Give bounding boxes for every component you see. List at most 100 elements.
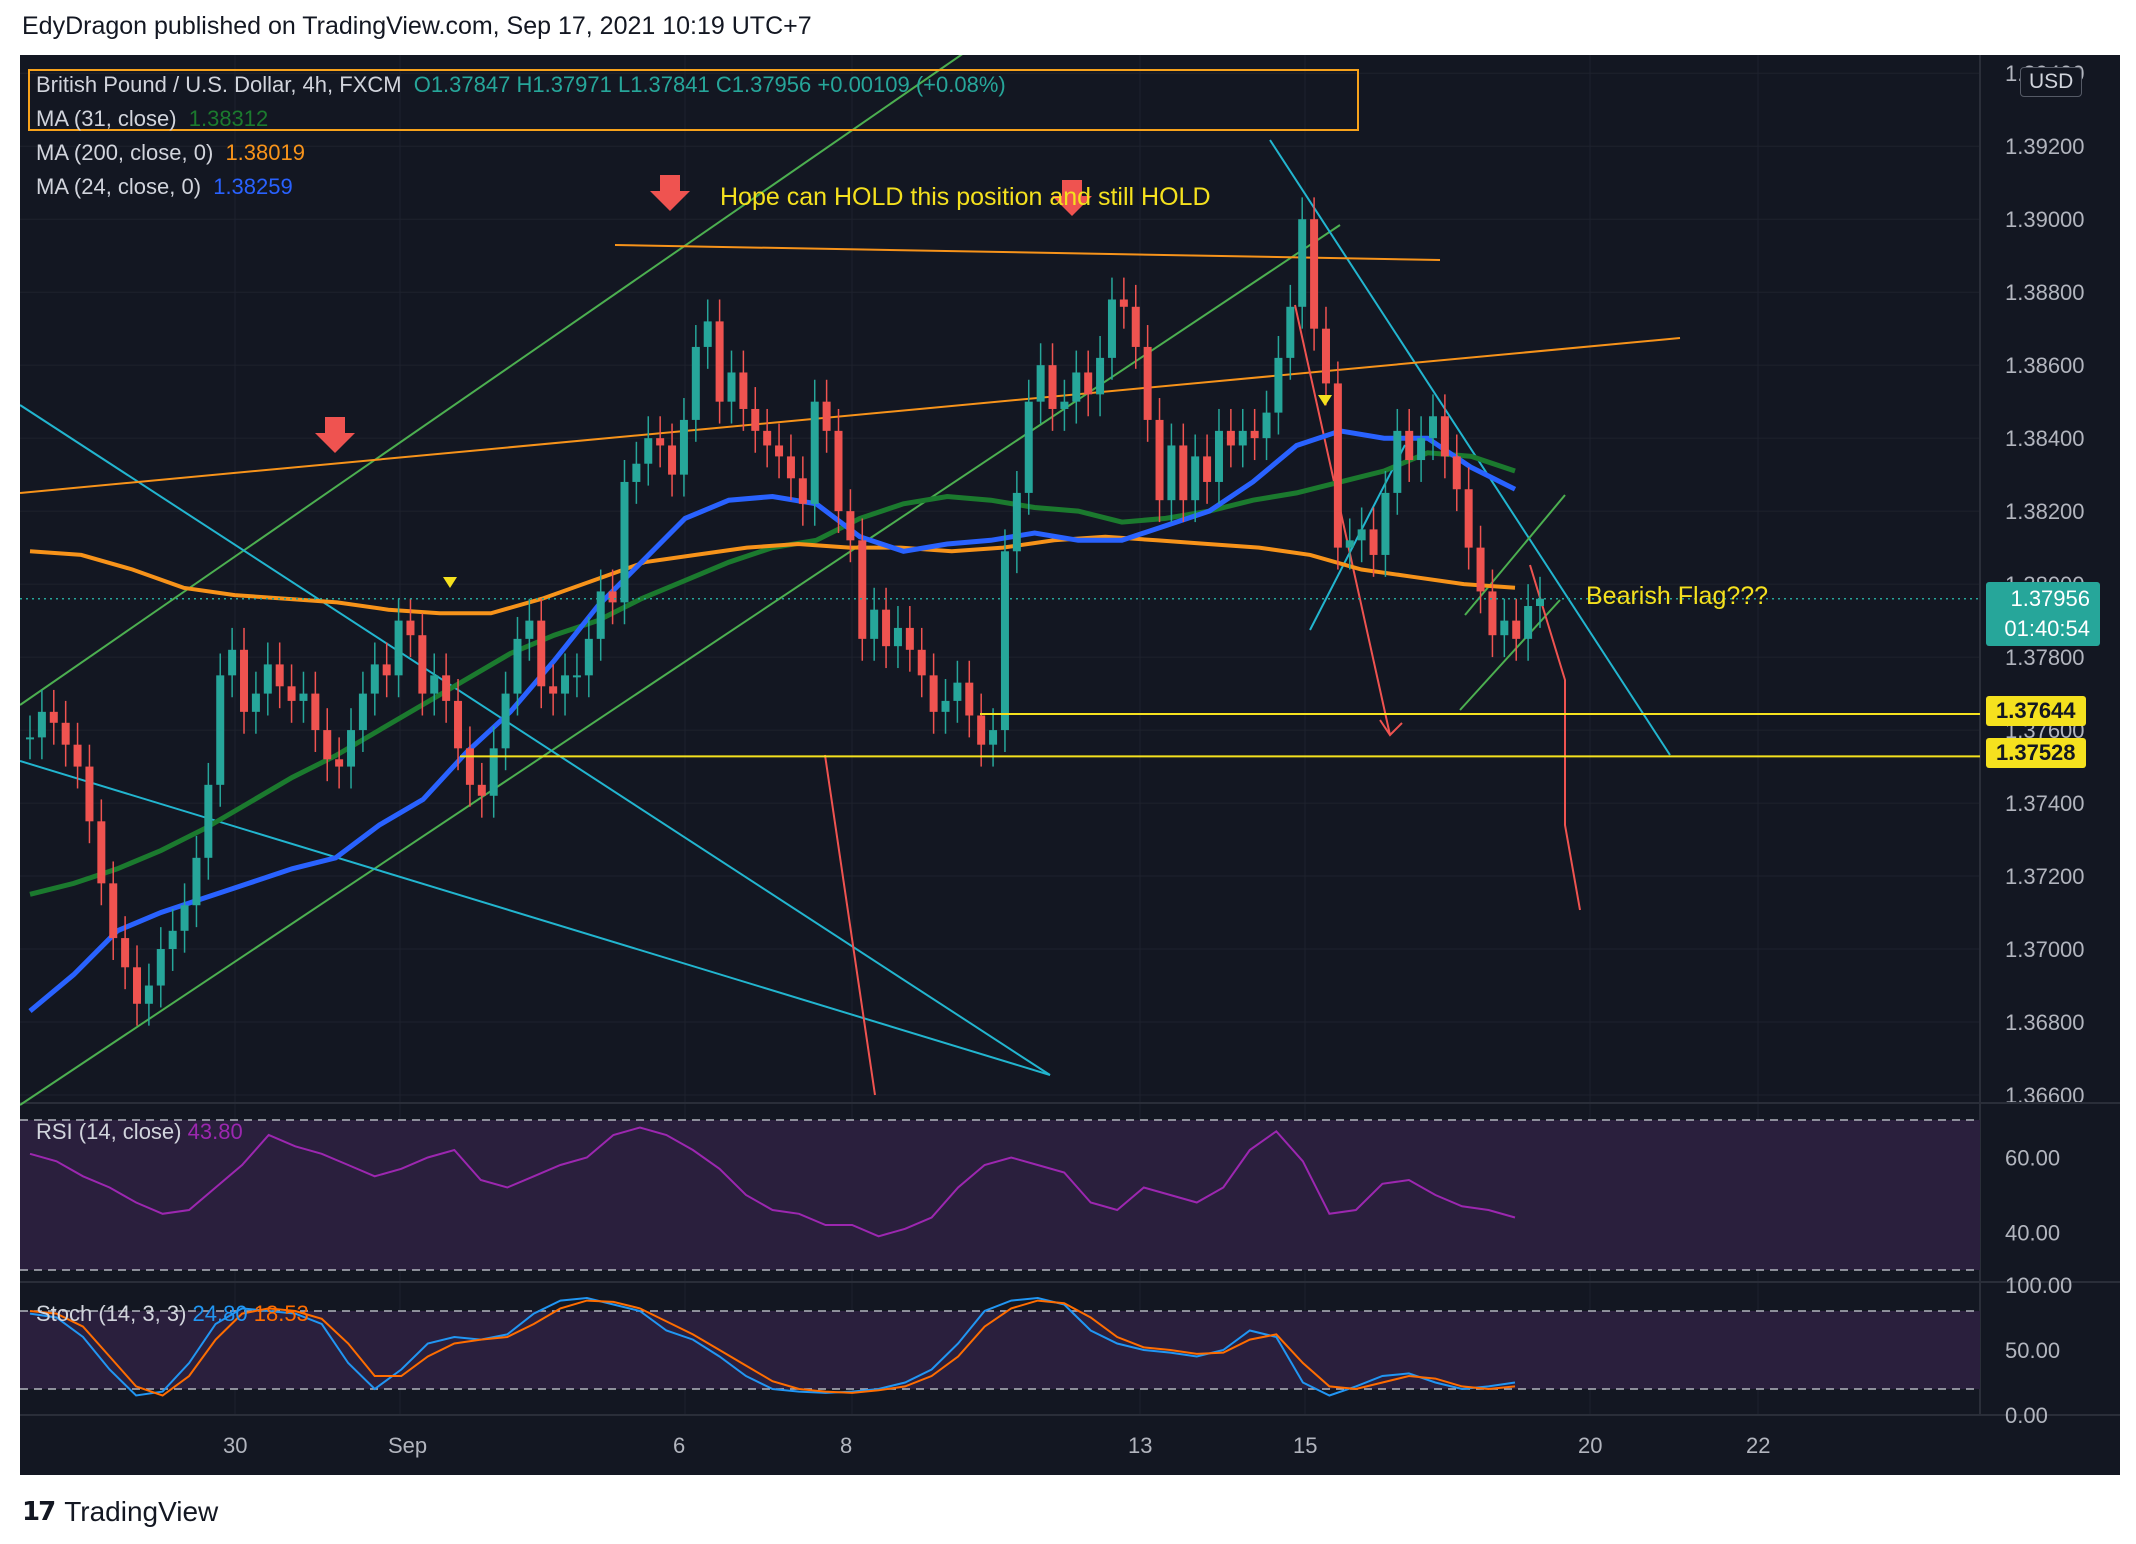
time-axis-tick: 22 [1746,1433,1770,1458]
tradingview-footer[interactable]: 17 TradingView [22,1496,218,1528]
candle-body [584,638,593,676]
candle-body [775,445,784,457]
candle-body [1096,357,1105,395]
candle-body [537,620,546,687]
candle-body [97,821,106,884]
candle-body [192,857,201,906]
candle-body [1536,598,1544,607]
candle-body [323,730,332,760]
flag-line-lower [1459,599,1561,711]
projection-drop-line [1529,564,1581,911]
time-axis-tick: 20 [1578,1433,1602,1458]
candle-body [1298,219,1307,307]
candle-body [311,693,320,731]
legend-ma31-row[interactable]: MA (31, close) 1.38312 [36,106,274,132]
currency-badge[interactable]: USD [2020,67,2083,97]
candle-body [549,686,558,694]
candle-body [61,722,70,745]
candle-body [1524,606,1533,639]
candle-body [263,664,272,694]
candle-body [465,748,474,785]
candle-body [822,401,831,431]
last-price-value: 1.37956 [2010,586,2090,611]
candle-body [335,759,344,767]
candle-body [1179,445,1188,501]
candle-body [49,711,58,723]
legend-symbol-row[interactable]: British Pound / U.S. Dollar, 4h, FXCM O1… [36,72,1012,98]
time-axis-tick: 6 [673,1433,685,1458]
candle-body [1048,365,1057,409]
ma24-line [28,428,1517,1014]
ma24-label: MA (24, close, 0) [36,174,202,199]
candle-body [1310,219,1319,329]
candle-body [1262,412,1271,439]
candle-body [727,372,736,402]
stoch-band [20,1311,1980,1389]
rsi-line [29,1126,1516,1238]
legend-symbol: British Pound / U.S. Dollar, 4h, FXCM [36,72,402,97]
price-axis-tick: 1.38400 [2005,426,2085,451]
candle-body [893,627,902,647]
candle-body [168,930,177,950]
time-axis-tick: 8 [840,1433,852,1458]
candle-body [1333,383,1342,548]
candle-body [133,967,142,1004]
signal-triangle-icon [1318,395,1332,406]
time-axis-tick: 30 [223,1433,247,1458]
chart-area[interactable]: 1.36600 1.36800 1.37000 1.37200 1.37400 1.376… [20,55,2120,1475]
candle-body [370,664,379,694]
candle-body [1119,299,1128,307]
candle-body [882,609,891,647]
candle-body [1012,492,1021,552]
price-chart-canvas[interactable]: 1.36600 1.36800 1.37000 1.37200 1.37400 1.376… [20,55,2120,1475]
cyan-flag-line [1309,444,1406,631]
rsi-axis-tick: 60.00 [2005,1146,2060,1171]
candle-body [1214,430,1223,482]
publisher-header: EdyDragon published on TradingView.com, … [22,12,812,40]
annotation-bearish-flag[interactable]: Bearish Flag??? [1586,582,1769,610]
legend-ma24-row[interactable]: MA (24, close, 0) 1.38259 [36,174,299,200]
stoch-axis-tick: 100.00 [2005,1273,2072,1298]
candle-body [1440,416,1449,457]
candle-body [668,445,677,475]
candle-body [608,591,617,603]
candle-body [299,693,308,701]
rsi-legend[interactable]: RSI (14, close) 43.80 [36,1119,243,1145]
candle-body [144,985,153,1004]
stoch-k-value: 24.80 [192,1301,248,1326]
candle-body [596,591,605,639]
candle-body [1488,591,1497,636]
channel-line-upper [20,55,963,706]
candle-body [1357,529,1366,541]
candle-body [1428,416,1437,439]
candle-body [1203,456,1212,482]
price-axis-tick: 1.38200 [2005,499,2085,524]
candle-body [275,664,284,687]
candle-body [1143,346,1152,420]
candle-body [347,730,356,767]
candle-body [513,638,522,694]
candle-body [1321,328,1330,384]
candle-body [1286,306,1295,358]
candle-body [1238,430,1247,446]
stoch-axis-tick: 0.00 [2005,1403,2048,1428]
candle-body [85,766,94,822]
projection-line [824,754,876,1096]
candle-body [1345,540,1354,548]
tradingview-brand: TradingView [64,1496,219,1527]
candle-body [977,715,986,745]
candle-body [1155,419,1164,501]
candle-body [1084,372,1093,395]
stoch-legend[interactable]: Stoch (14, 3, 3) 24.80 18.53 [36,1301,309,1327]
candle-body [287,686,296,701]
annotation-hold[interactable]: Hope can HOLD this position and still HO… [720,183,1211,211]
tradingview-logo-icon: 17 [22,1497,56,1527]
candle-body [1107,299,1116,358]
candle-body [216,675,225,785]
legend-ma200-row[interactable]: MA (200, close, 0) 1.38019 [36,140,311,166]
candle-body [1452,456,1461,490]
time-axis-tick: 13 [1128,1433,1152,1458]
orange-trend-line [20,337,1681,494]
candle-body [620,481,629,603]
price-axis-tick: 1.39200 [2005,134,2085,159]
